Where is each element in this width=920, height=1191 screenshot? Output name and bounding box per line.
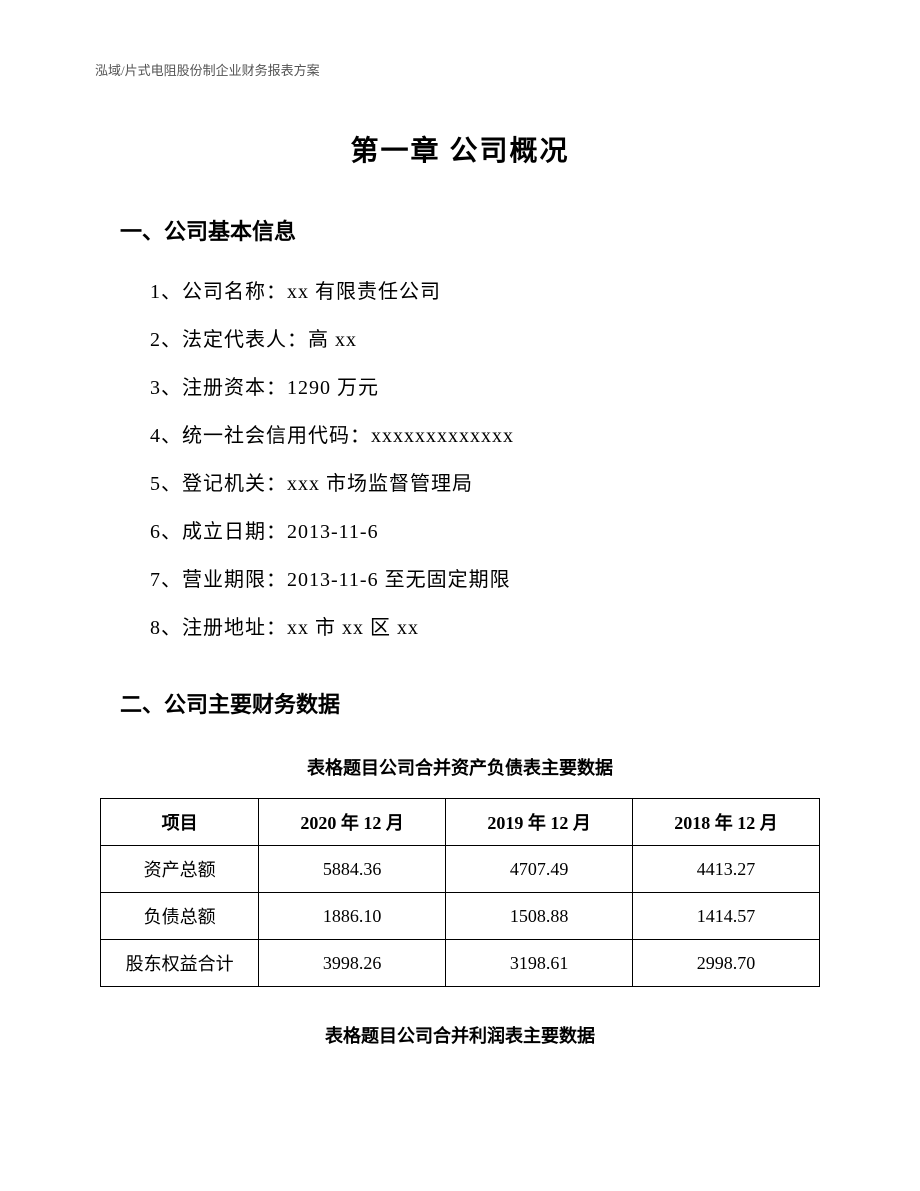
table-header-cell: 2020 年 12 月	[259, 799, 446, 846]
table-header-cell: 2018 年 12 月	[633, 799, 820, 846]
table-row: 股东权益合计 3998.26 3198.61 2998.70	[101, 940, 820, 987]
company-info-list: 1、公司名称：xx 有限责任公司 2、法定代表人：高 xx 3、注册资本：129…	[150, 268, 820, 652]
table-cell: 4413.27	[633, 846, 820, 893]
table-cell: 负债总额	[101, 893, 259, 940]
list-item: 3、注册资本：1290 万元	[150, 364, 820, 412]
table-cell: 3998.26	[259, 940, 446, 987]
table-cell: 4707.49	[446, 846, 633, 893]
table-cell: 股东权益合计	[101, 940, 259, 987]
list-item: 6、成立日期：2013-11-6	[150, 508, 820, 556]
section-2-heading: 二、公司主要财务数据	[120, 687, 820, 719]
list-item: 2、法定代表人：高 xx	[150, 316, 820, 364]
table-header-row: 项目 2020 年 12 月 2019 年 12 月 2018 年 12 月	[101, 799, 820, 846]
section-1-heading: 一、公司基本信息	[120, 214, 820, 246]
table-cell: 1886.10	[259, 893, 446, 940]
list-item: 1、公司名称：xx 有限责任公司	[150, 268, 820, 316]
balance-sheet-table: 项目 2020 年 12 月 2019 年 12 月 2018 年 12 月 资…	[100, 798, 820, 987]
table-row: 负债总额 1886.10 1508.88 1414.57	[101, 893, 820, 940]
table-cell: 2998.70	[633, 940, 820, 987]
list-item: 5、登记机关：xxx 市场监督管理局	[150, 460, 820, 508]
table-cell: 资产总额	[101, 846, 259, 893]
table-row: 资产总额 5884.36 4707.49 4413.27	[101, 846, 820, 893]
list-item: 4、统一社会信用代码：xxxxxxxxxxxxx	[150, 412, 820, 460]
table-cell: 3198.61	[446, 940, 633, 987]
list-item: 7、营业期限：2013-11-6 至无固定期限	[150, 556, 820, 604]
list-item: 8、注册地址：xx 市 xx 区 xx	[150, 604, 820, 652]
table-header-cell: 项目	[101, 799, 259, 846]
table-header-cell: 2019 年 12 月	[446, 799, 633, 846]
chapter-title: 第一章 公司概况	[100, 129, 820, 169]
document-header: 泓域/片式电阻股份制企业财务报表方案	[95, 60, 820, 79]
table-cell: 5884.36	[259, 846, 446, 893]
table-cell: 1508.88	[446, 893, 633, 940]
table-1-caption: 表格题目公司合并资产负债表主要数据	[100, 754, 820, 780]
table-2-caption: 表格题目公司合并利润表主要数据	[100, 1022, 820, 1048]
table-cell: 1414.57	[633, 893, 820, 940]
